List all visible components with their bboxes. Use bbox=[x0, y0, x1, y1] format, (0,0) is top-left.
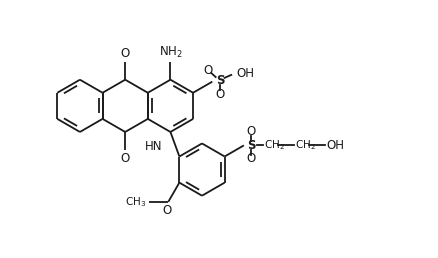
Text: O: O bbox=[120, 47, 130, 60]
Text: NH$_2$: NH$_2$ bbox=[159, 45, 182, 60]
Text: CH$_2$: CH$_2$ bbox=[264, 139, 285, 152]
Text: OH: OH bbox=[236, 67, 254, 80]
Text: HN: HN bbox=[145, 140, 163, 153]
Text: O: O bbox=[120, 152, 130, 165]
Text: S: S bbox=[215, 74, 224, 87]
Text: S: S bbox=[247, 139, 256, 152]
Text: O: O bbox=[247, 125, 256, 138]
Text: CH$_2$: CH$_2$ bbox=[295, 139, 316, 152]
Text: O: O bbox=[162, 204, 171, 217]
Text: OH: OH bbox=[326, 139, 344, 152]
Text: O: O bbox=[215, 88, 225, 101]
Text: CH$_3$: CH$_3$ bbox=[125, 195, 147, 209]
Text: O: O bbox=[204, 64, 213, 77]
Text: O: O bbox=[247, 152, 256, 165]
